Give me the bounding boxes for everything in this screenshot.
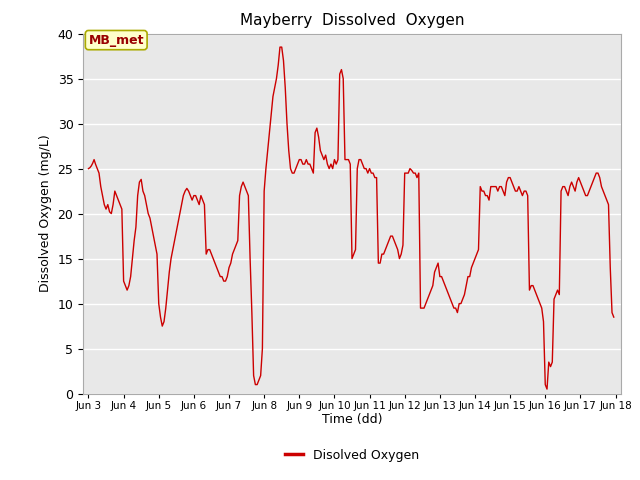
- Line: Disolved Oxygen: Disolved Oxygen: [88, 47, 614, 389]
- Title: Mayberry  Dissolved  Oxygen: Mayberry Dissolved Oxygen: [240, 13, 464, 28]
- Disolved Oxygen: [297, 156, 305, 162]
- Y-axis label: Dissolved Oxygen (mg/L): Dissolved Oxygen (mg/L): [39, 135, 52, 292]
- Disolved Oxygen: [276, 44, 284, 50]
- Disolved Oxygen: [543, 386, 551, 392]
- X-axis label: Time (dd): Time (dd): [322, 413, 382, 426]
- Disolved Oxygen: [315, 134, 323, 140]
- Disolved Oxygen: [610, 314, 618, 320]
- Text: MB_met: MB_met: [88, 34, 144, 47]
- Disolved Oxygen: [529, 283, 537, 288]
- Disolved Oxygen: [499, 188, 507, 194]
- Disolved Oxygen: [84, 166, 92, 171]
- Legend: Disolved Oxygen: Disolved Oxygen: [280, 444, 424, 467]
- Disolved Oxygen: [445, 292, 452, 298]
- Disolved Oxygen: [575, 175, 582, 180]
